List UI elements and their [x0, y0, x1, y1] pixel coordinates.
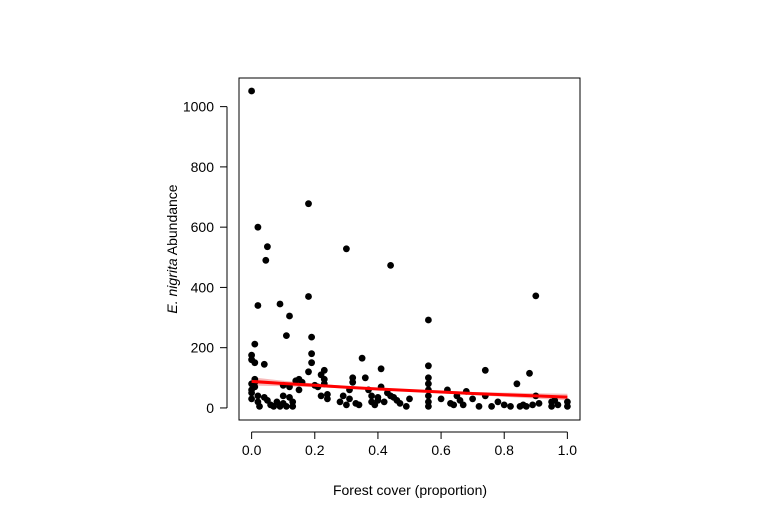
- data-point: [425, 380, 432, 388]
- data-point: [481, 366, 489, 374]
- data-point: [305, 200, 312, 208]
- data-point: [295, 386, 303, 394]
- data-point: [286, 312, 293, 320]
- y-tick-label: 0: [206, 400, 214, 416]
- data-point: [425, 374, 432, 382]
- data-point: [283, 332, 290, 339]
- data-point: [554, 401, 562, 409]
- y-tick-label: 800: [191, 159, 215, 175]
- data-point: [450, 401, 458, 409]
- data-point: [374, 397, 382, 404]
- data-point: [507, 403, 514, 410]
- data-point: [469, 395, 476, 403]
- data-point: [425, 403, 432, 410]
- data-point: [251, 383, 259, 391]
- x-axis-title: Forest cover (proportion): [333, 482, 487, 498]
- data-point: [513, 380, 521, 388]
- data-point: [358, 354, 366, 362]
- data-point: [254, 392, 262, 400]
- data-point: [396, 400, 404, 407]
- data-point: [317, 392, 325, 400]
- data-point: [305, 293, 312, 300]
- data-point: [564, 398, 571, 406]
- data-point: [494, 398, 502, 406]
- y-axis-title: E. nigrita Abundance: [164, 184, 180, 313]
- data-point: [248, 389, 256, 397]
- data-point: [251, 359, 259, 367]
- y-axis: 0 200 400 600 800 1000: [183, 99, 228, 416]
- x-tick-label: 0.4: [368, 442, 388, 458]
- data-point: [459, 401, 467, 409]
- data-point: [488, 403, 495, 410]
- data-point: [248, 87, 256, 95]
- data-point: [289, 403, 297, 410]
- data-point: [425, 362, 432, 370]
- data-point: [343, 401, 350, 409]
- data-point: [343, 245, 350, 253]
- data-point: [254, 302, 262, 309]
- data-point: [276, 300, 284, 308]
- data-point: [377, 365, 385, 373]
- x-tick-label: 0.8: [494, 442, 514, 458]
- y-tick-label: 400: [191, 279, 215, 295]
- data-point: [380, 398, 388, 406]
- data-point: [387, 262, 394, 269]
- y-axis-title-rest: Abundance: [164, 184, 180, 258]
- data-point: [336, 398, 344, 406]
- x-axis: 0.0 0.2 0.4 0.6 0.8 1.0: [242, 431, 578, 458]
- x-tick-label: 0.2: [305, 442, 325, 458]
- plot-box: [238, 77, 581, 421]
- data-point: [305, 368, 312, 376]
- x-tick-label: 0.6: [431, 442, 451, 458]
- data-point: [355, 401, 363, 409]
- data-point: [256, 403, 263, 410]
- data-point: [349, 378, 357, 386]
- x-tick-label: 0.0: [242, 442, 262, 458]
- data-point: [254, 223, 262, 231]
- data-point: [425, 392, 432, 400]
- data-point: [437, 395, 445, 403]
- y-tick-label: 600: [191, 219, 215, 235]
- data-point: [535, 400, 543, 407]
- data-point: [320, 366, 328, 374]
- data-point: [529, 401, 536, 409]
- data-point: [264, 243, 271, 251]
- data-point: [532, 292, 540, 300]
- data-point: [279, 392, 287, 400]
- data-point: [361, 374, 369, 382]
- data-point: [248, 395, 256, 403]
- data-points: [248, 87, 571, 410]
- data-point: [346, 395, 353, 403]
- data-point: [339, 392, 347, 400]
- data-point: [402, 403, 410, 410]
- data-point: [368, 392, 375, 400]
- fit-line: [251, 379, 568, 399]
- data-point: [522, 403, 530, 410]
- data-point: [526, 369, 533, 377]
- data-point: [475, 403, 483, 410]
- data-point: [262, 256, 270, 264]
- data-point: [260, 360, 268, 368]
- y-tick-label: 1000: [183, 99, 214, 115]
- data-point: [251, 340, 259, 348]
- fit-line-path: [251, 379, 568, 399]
- data-point: [406, 395, 413, 403]
- data-point: [324, 395, 331, 403]
- data-point: [308, 359, 315, 367]
- data-point: [283, 403, 290, 410]
- y-tick-label: 200: [191, 340, 215, 356]
- x-tick-label: 1.0: [558, 442, 578, 458]
- data-point: [308, 333, 315, 341]
- data-point: [308, 350, 315, 358]
- y-axis-title-species: E. nigrita: [164, 258, 180, 313]
- data-point: [425, 316, 432, 324]
- data-point: [500, 401, 508, 409]
